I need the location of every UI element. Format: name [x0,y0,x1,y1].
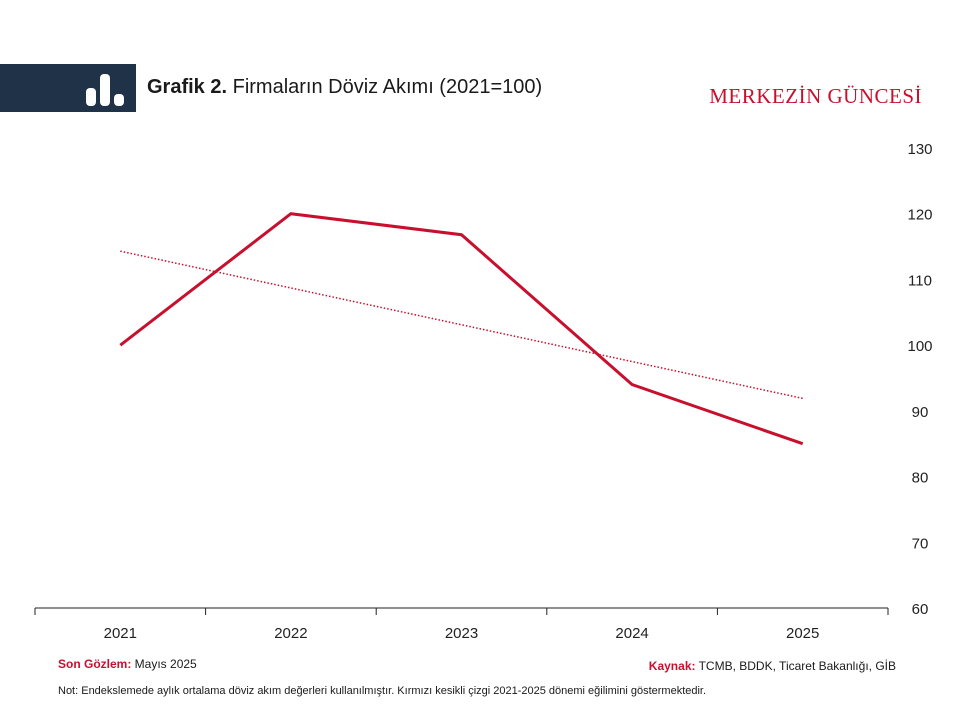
x-tick-label: 2024 [615,625,648,642]
source: Kaynak: TCMB, BDDK, Ticaret Bakanlığı, G… [649,659,896,673]
footnote: Not: Endekslemede aylık ortalama döviz a… [58,685,707,697]
y-tick-label: 120 [907,207,932,224]
x-tick-label: 2025 [786,625,819,642]
chart-title: Grafik 2. Firmaların Döviz Akımı (2021=1… [147,76,542,99]
y-tick-label: 130 [907,141,932,158]
y-tick-label: 100 [907,338,932,355]
x-tick-label: 2021 [104,625,137,642]
chart-title-text: Firmaların Döviz Akımı (2021=100) [227,76,543,98]
series-line [119,212,804,446]
trend-line [120,250,803,400]
x-tick-label: 2023 [445,625,478,642]
y-tick-label: 90 [912,404,929,421]
y-tick-label: 110 [908,272,932,289]
y-tick-label: 80 [912,470,929,487]
x-tick-label: 2022 [274,625,307,642]
source-label: Kaynak: [648,659,696,673]
brand-logo-text: MERKEZİN GÜNCESİ [709,84,922,108]
source-value: TCMB, BDDK, Ticaret Bakanlığı, GİB [695,659,896,673]
y-tick-label: 70 [912,535,929,552]
last-observation-value: Mayıs 2025 [131,657,197,671]
bar-chart-icon [86,74,124,106]
chart-title-number: Grafik 2. [147,76,228,98]
last-observation-label: Son Gözlem: [58,657,132,671]
last-observation: Son Gözlem: Mayıs 2025 [58,657,197,671]
y-tick-label: 60 [912,601,929,618]
header-band [0,64,136,112]
